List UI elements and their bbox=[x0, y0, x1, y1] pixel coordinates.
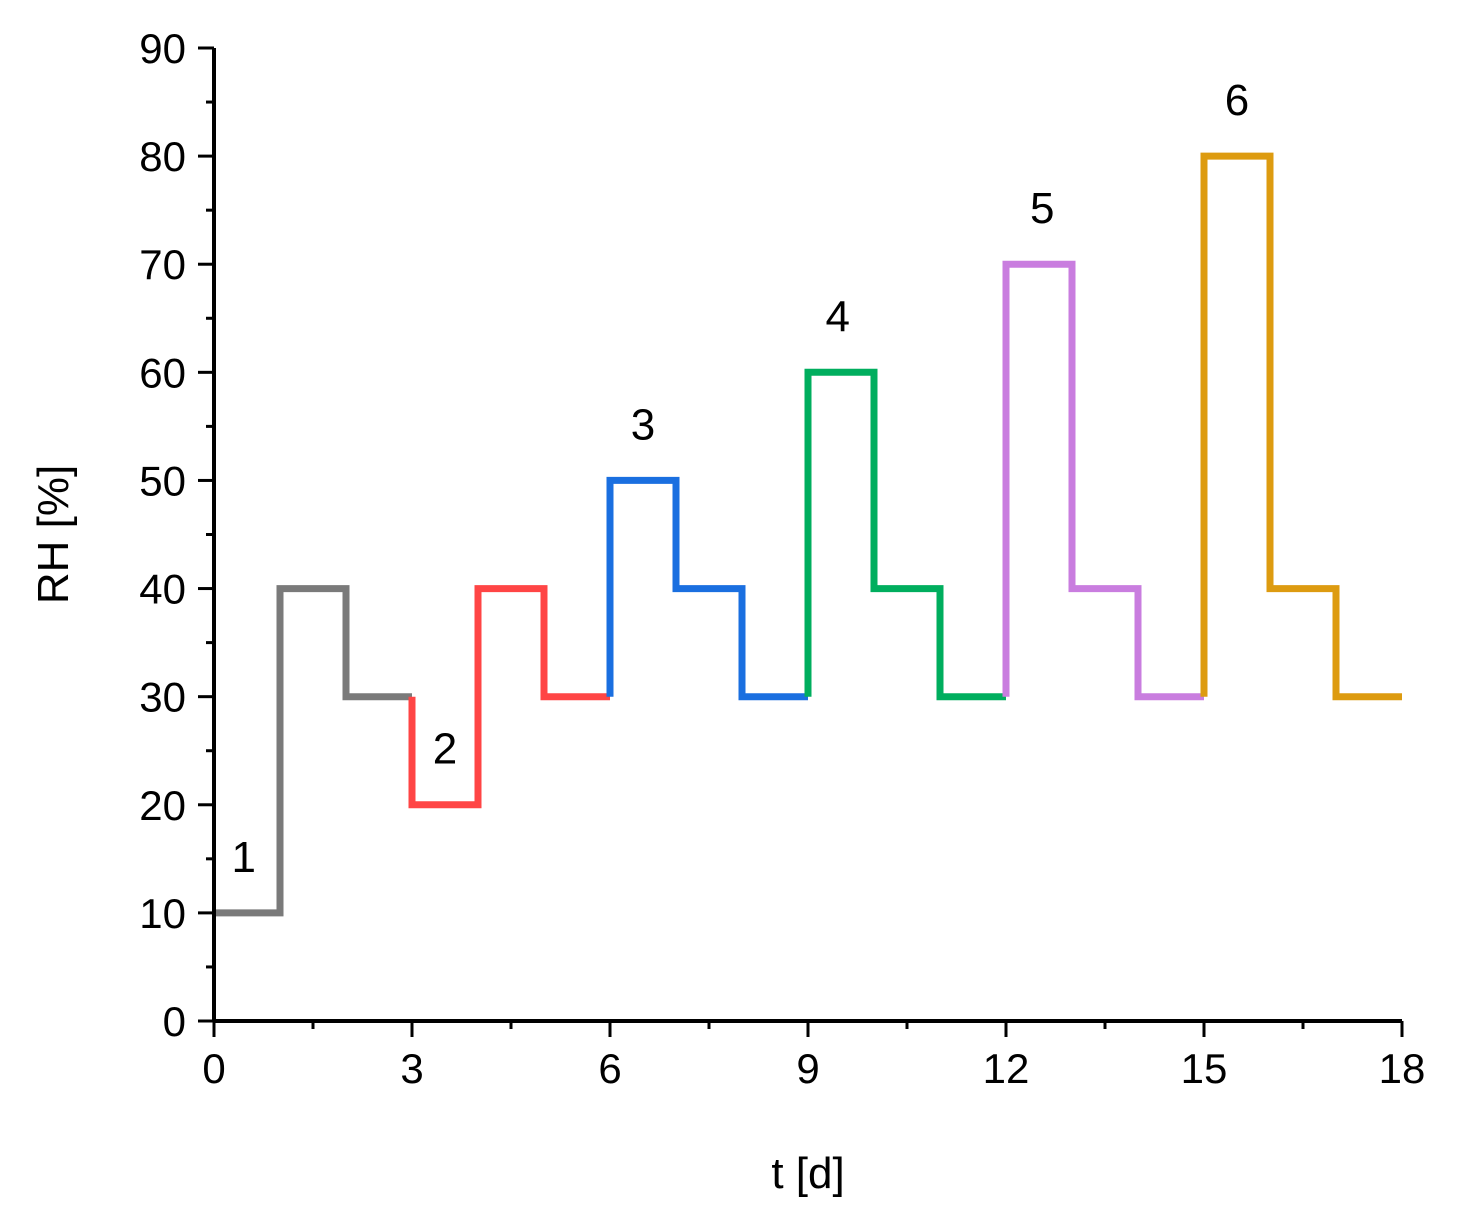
x-tick-label: 3 bbox=[400, 1045, 423, 1092]
y-tick-label: 80 bbox=[139, 133, 186, 180]
series-line-3 bbox=[606, 476, 808, 701]
series-line-6 bbox=[1200, 152, 1402, 701]
y-tick-label: 70 bbox=[139, 241, 186, 288]
series-line-5 bbox=[1002, 260, 1204, 701]
segment-label-4: 4 bbox=[825, 292, 849, 341]
y-tick-label: 20 bbox=[139, 782, 186, 829]
y-axis-title: RH [%] bbox=[29, 465, 78, 604]
x-tick-label: 6 bbox=[598, 1045, 621, 1092]
y-tick-label: 60 bbox=[139, 349, 186, 396]
series-line-2 bbox=[408, 585, 610, 809]
x-tick-label: 15 bbox=[1181, 1045, 1228, 1092]
y-tick-label: 50 bbox=[139, 457, 186, 504]
segment-label-2: 2 bbox=[433, 725, 457, 774]
y-tick-label: 40 bbox=[139, 566, 186, 613]
series-layer bbox=[214, 152, 1402, 917]
segment-label-6: 6 bbox=[1225, 76, 1249, 125]
x-tick-label: 18 bbox=[1379, 1045, 1426, 1092]
segment-labels: 1 2 3 4 5 6 bbox=[231, 76, 1249, 882]
segment-label-5: 5 bbox=[1030, 184, 1054, 233]
y-tick-label: 90 bbox=[139, 25, 186, 72]
y-tick-label: 0 bbox=[163, 998, 186, 1045]
x-tick-label: 0 bbox=[202, 1045, 225, 1092]
x-axis-title: t [d] bbox=[771, 1149, 844, 1198]
x-tick-label: 12 bbox=[983, 1045, 1030, 1092]
y-tick-label: 10 bbox=[139, 890, 186, 937]
segment-label-3: 3 bbox=[631, 400, 655, 449]
x-tick-label: 9 bbox=[796, 1045, 819, 1092]
series-line-4 bbox=[804, 368, 1006, 701]
segment-label-1: 1 bbox=[231, 833, 255, 882]
y-tick-label: 30 bbox=[139, 674, 186, 721]
series-line-1 bbox=[214, 585, 412, 917]
